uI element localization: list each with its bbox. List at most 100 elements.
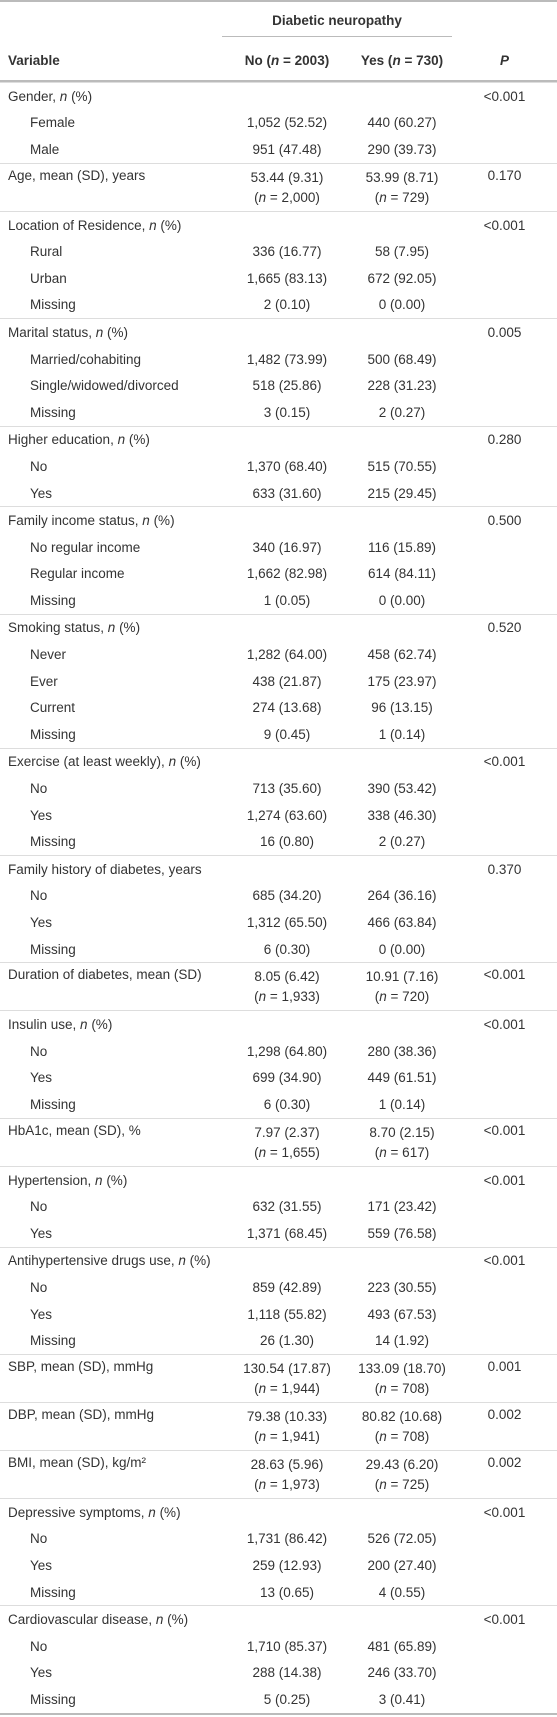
n-text: (n = 720) xyxy=(374,989,430,1005)
item-label: Female xyxy=(30,115,76,131)
item-row: No 1,298 (64.80) 280 (38.36) xyxy=(0,1038,557,1065)
item-label: Male xyxy=(30,141,60,157)
item-label: No xyxy=(30,458,48,474)
value-cell: 290 (39.73) xyxy=(367,141,437,157)
value-cell: 633 (31.60) xyxy=(252,485,322,501)
value-cell: 26 (1.30) xyxy=(259,1333,315,1349)
item-row: Female 1,052 (52.52) 440 (60.27) xyxy=(0,110,557,137)
item-row: Missing 6 (0.30) 0 (0.00) xyxy=(0,936,557,963)
value-cell: 0 (0.00) xyxy=(378,592,426,608)
p-value: 0.520 xyxy=(487,620,522,636)
variable-label: Location of Residence, n (%) xyxy=(8,217,182,233)
group-row: Higher education, n (%) 0.280 xyxy=(0,425,557,454)
value-cell: 246 (33.70) xyxy=(367,1665,437,1681)
value-cell: 228 (31.23) xyxy=(367,378,437,394)
value-cell: 2 (0.10) xyxy=(263,297,311,313)
value-text: 28.63 (5.96) xyxy=(250,1456,324,1472)
value-cell: 288 (14.38) xyxy=(252,1665,322,1681)
group-row: Gender, n (%) <0.001 xyxy=(0,82,557,110)
group-row: Exercise (at least weekly), n (%) <0.001 xyxy=(0,747,557,776)
item-label: Yes xyxy=(30,1306,53,1322)
variable-label: Family history of diabetes, years xyxy=(8,861,202,877)
n-text: (n = 1,944) xyxy=(254,1380,320,1396)
value-cell: 28.63 (5.96) (n = 1,973) xyxy=(222,1455,352,1495)
variable-label: Antihypertensive drugs use, n (%) xyxy=(8,1253,211,1269)
variable-label: SBP, mean (SD), mmHg xyxy=(8,1358,154,1374)
item-row: Yes 1,312 (65.50) 466 (63.84) xyxy=(0,909,557,936)
value-cell: 685 (34.20) xyxy=(252,888,322,904)
value-cell: 280 (38.36) xyxy=(367,1043,437,1059)
p-value: <0.001 xyxy=(483,1122,526,1138)
table-end-rule xyxy=(0,1712,557,1715)
variable-label: Duration of diabetes, mean (SD) xyxy=(8,967,202,983)
value-cell: 1 (0.05) xyxy=(263,592,311,608)
item-label: No xyxy=(30,781,48,797)
group-row: Insulin use, n (%) <0.001 xyxy=(0,1010,557,1038)
variable-label: Cardiovascular disease, n (%) xyxy=(8,1612,189,1628)
value-cell: 9 (0.45) xyxy=(263,726,311,742)
value-cell: 449 (61.51) xyxy=(367,1070,437,1086)
value-cell: 1,662 (82.98) xyxy=(246,566,328,582)
p-value: <0.001 xyxy=(483,1172,526,1188)
item-row: Urban 1,665 (83.13) 672 (92.05) xyxy=(0,265,557,292)
item-row: Yes 259 (12.93) 200 (27.40) xyxy=(0,1552,557,1579)
item-label: Yes xyxy=(30,1225,53,1241)
header-cell: P xyxy=(499,52,509,68)
value-text: 8.05 (6.42) xyxy=(254,969,320,985)
value-text: 53.99 (8.71) xyxy=(365,169,439,185)
n-text: (n = 1,941) xyxy=(254,1428,320,1444)
value-cell: 1,665 (83.13) xyxy=(246,270,328,286)
value-text: 29.43 (6.20) xyxy=(365,1456,439,1472)
p-value: 0.001 xyxy=(487,1358,522,1374)
value-cell: 4 (0.55) xyxy=(378,1584,426,1600)
variable-label: Marital status, n (%) xyxy=(8,324,129,340)
value-cell: 1,312 (65.50) xyxy=(246,915,328,931)
value-cell: 79.38 (10.33) (n = 1,941) xyxy=(222,1407,352,1447)
item-row: Yes 699 (34.90) 449 (61.51) xyxy=(0,1065,557,1092)
group-row: Depressive symptoms, n (%) <0.001 xyxy=(0,1497,557,1526)
value-cell: 518 (25.86) xyxy=(252,378,322,394)
value-cell: 215 (29.45) xyxy=(367,485,437,501)
value-text: 53.44 (9.31) xyxy=(250,169,324,185)
n-text: (n = 1,973) xyxy=(254,1476,320,1492)
n-text: (n = 729) xyxy=(374,189,430,205)
item-label: Missing xyxy=(30,1584,76,1600)
item-label: Missing xyxy=(30,1333,76,1349)
item-row: No 1,370 (68.40) 515 (70.55) xyxy=(0,453,557,480)
item-label: Yes xyxy=(30,807,53,823)
item-label: Ever xyxy=(30,673,58,689)
item-label: Missing xyxy=(30,1691,76,1707)
p-value: 0.500 xyxy=(487,513,522,529)
item-label: Yes xyxy=(30,1665,53,1681)
p-value: 0.002 xyxy=(487,1454,522,1470)
value-cell: 29.43 (6.20) (n = 725) xyxy=(352,1455,452,1495)
item-label: Single/widowed/divorced xyxy=(30,378,179,394)
variable-label: Age, mean (SD), years xyxy=(8,167,146,183)
p-value: <0.001 xyxy=(483,1504,526,1520)
p-value: 0.002 xyxy=(487,1406,522,1422)
group-row: SBP, mean (SD), mmHg 130.54 (17.87) (n = 1… xyxy=(0,1353,557,1402)
value-cell: 559 (76.58) xyxy=(367,1225,437,1241)
variable-label: Insulin use, n (%) xyxy=(8,1017,113,1033)
item-label: Missing xyxy=(30,834,76,850)
item-row: No 859 (42.89) 223 (30.55) xyxy=(0,1274,557,1301)
value-cell: 116 (15.89) xyxy=(367,539,437,555)
variable-label: Smoking status, n (%) xyxy=(8,620,141,636)
item-label: Never xyxy=(30,647,67,663)
value-cell: 1,274 (63.60) xyxy=(246,807,328,823)
variable-label: BMI, mean (SD), kg/m² xyxy=(8,1454,147,1470)
variable-label: Gender, n (%) xyxy=(8,88,93,104)
value-cell: 130.54 (17.87) (n = 1,944) xyxy=(222,1359,352,1399)
item-row: Missing 6 (0.30) 1 (0.14) xyxy=(0,1091,557,1118)
item-label: Married/cohabiting xyxy=(30,351,142,367)
variable-label: Depressive symptoms, n (%) xyxy=(8,1504,181,1520)
group-row: Duration of diabetes, mean (SD) 8.05 (6.4… xyxy=(0,962,557,1010)
value-cell: 223 (30.55) xyxy=(367,1279,437,1295)
n-text: (n = 725) xyxy=(374,1476,430,1492)
value-cell: 390 (53.42) xyxy=(367,781,437,797)
group-row: HbA1c, mean (SD), % 7.97 (2.37) (n = 1,655… xyxy=(0,1117,557,1166)
value-cell: 8.05 (6.42) (n = 1,933) xyxy=(222,967,352,1007)
item-label: Current xyxy=(30,700,76,716)
item-label: Yes xyxy=(30,1557,53,1573)
p-value: <0.001 xyxy=(483,1612,526,1628)
